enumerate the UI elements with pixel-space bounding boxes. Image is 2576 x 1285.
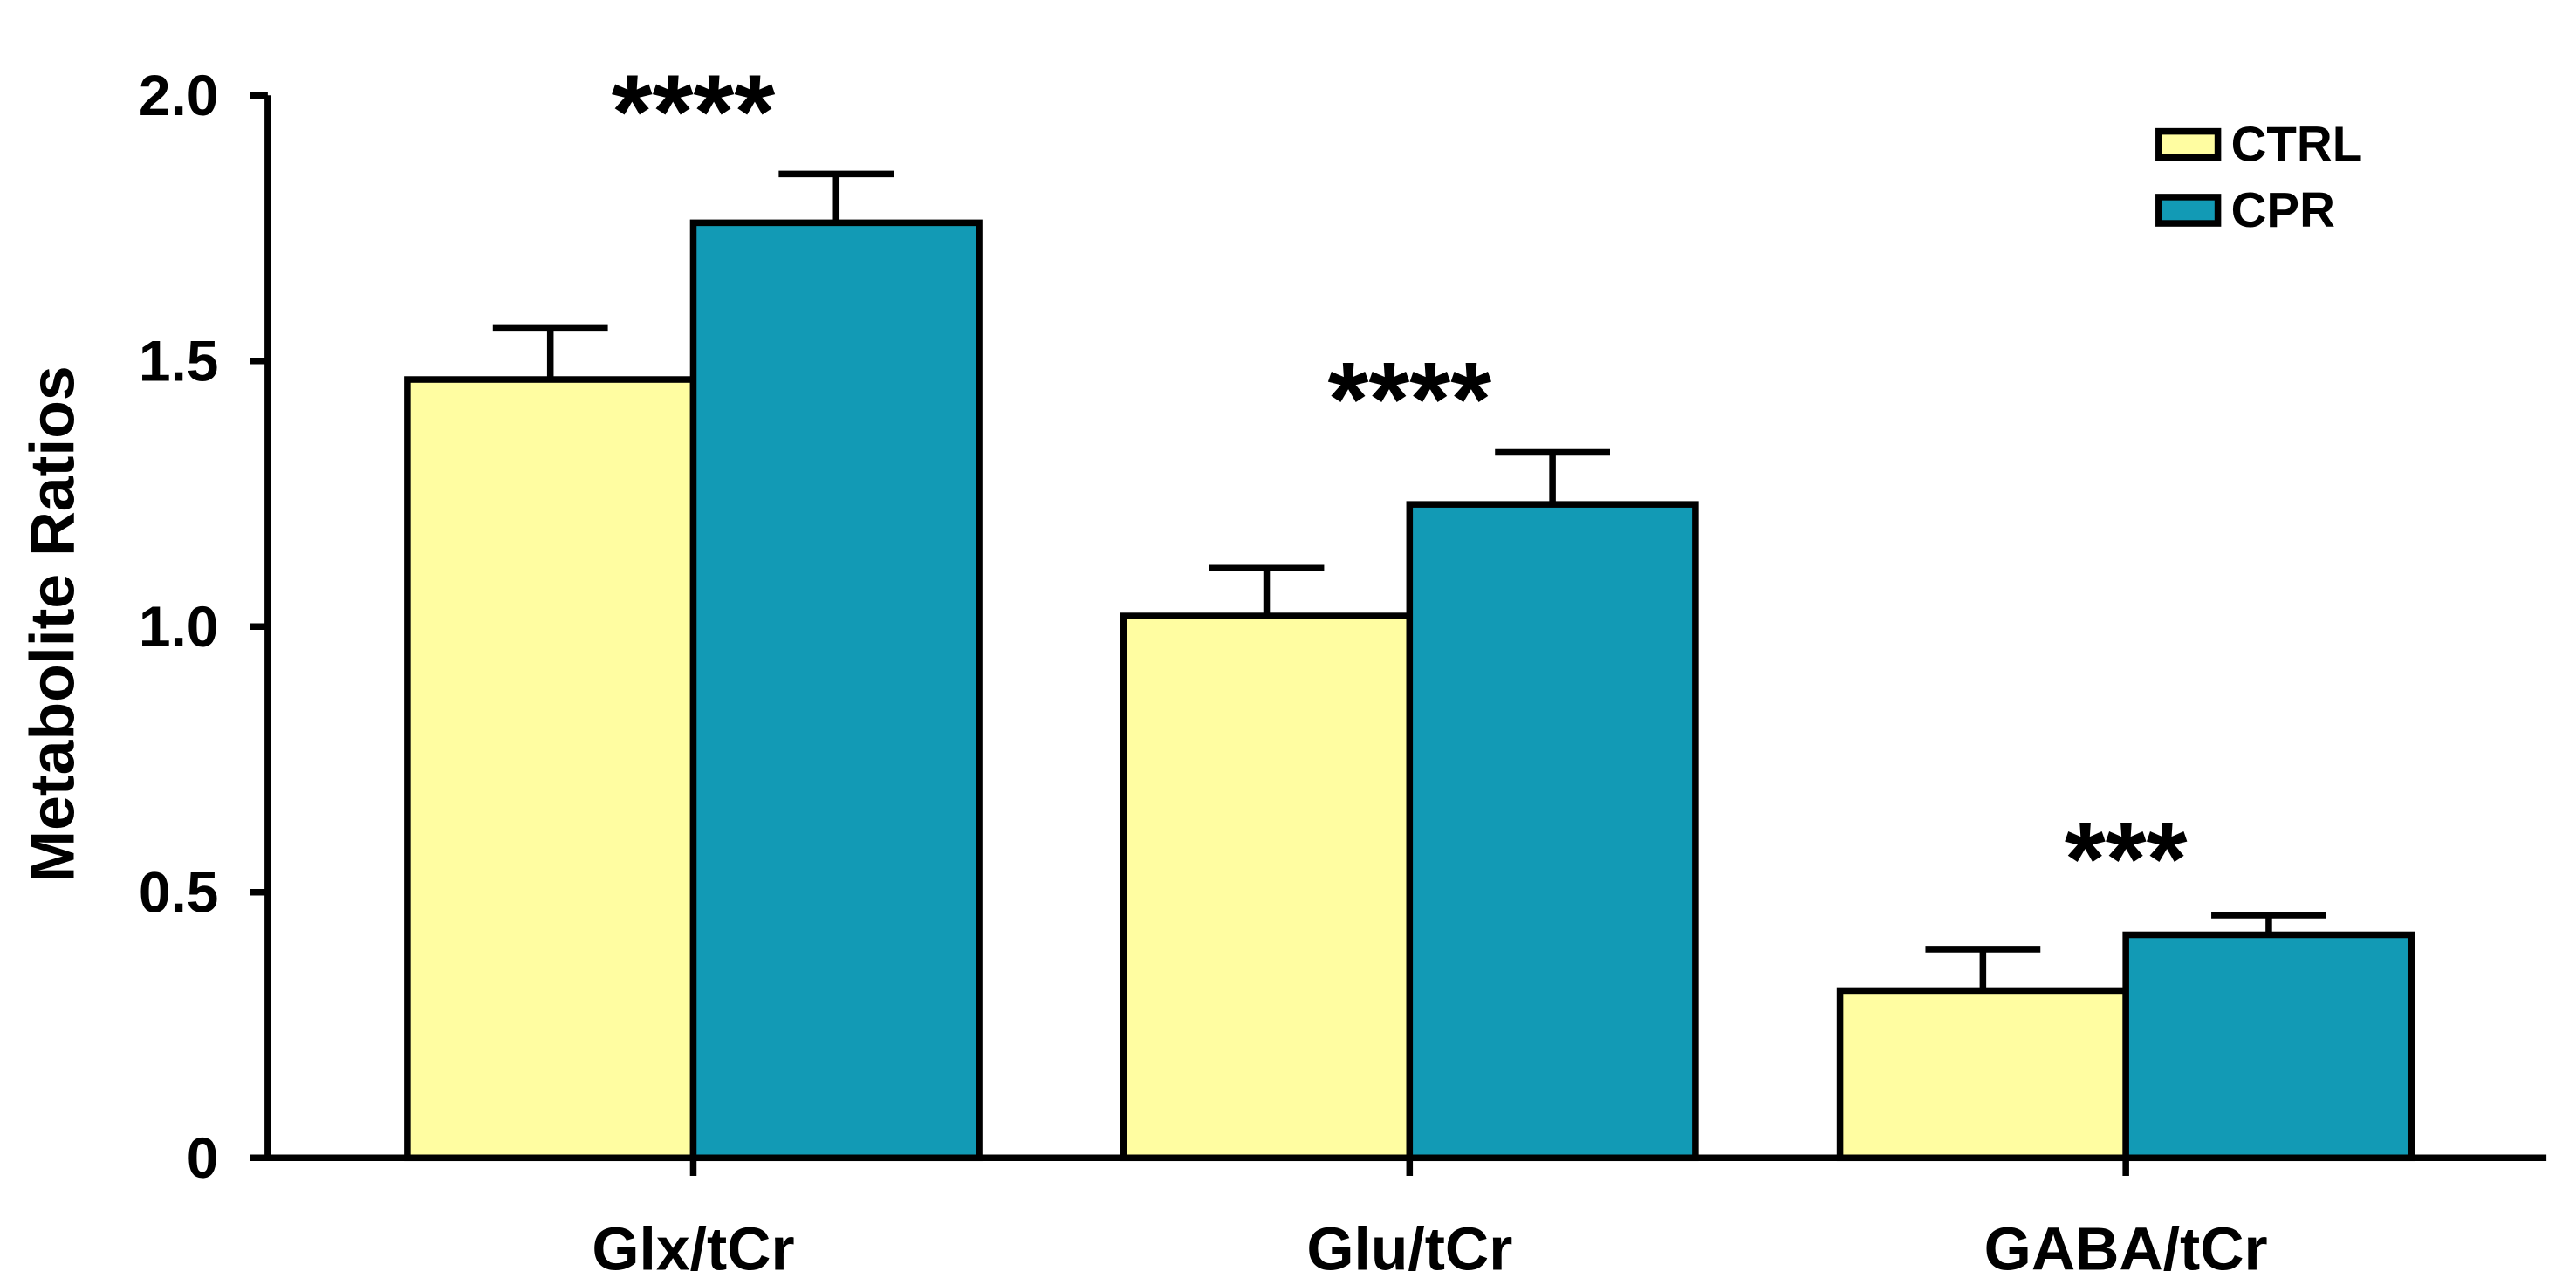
- y-tick-label: 0.5: [139, 859, 219, 924]
- legend-swatch-cpr: [2155, 194, 2222, 227]
- y-tick-label: 1.5: [139, 328, 219, 393]
- significance-annotation: ***: [2065, 800, 2188, 918]
- y-tick-label: 0: [187, 1125, 219, 1190]
- y-axis-label: Metabolite Ratios: [18, 366, 88, 882]
- legend-label-ctrl: CTRL: [2231, 117, 2363, 172]
- significance-annotation: ****: [1328, 340, 1492, 458]
- y-tick-label: 2.0: [139, 63, 219, 127]
- y-tick-label: 1.0: [139, 594, 219, 659]
- bar-ctrl: [1120, 612, 1414, 1162]
- bar-cpr: [1406, 501, 1699, 1162]
- bar-cpr: [689, 219, 983, 1162]
- bar-ctrl: [1836, 987, 2129, 1162]
- legend-label-cpr: CPR: [2231, 182, 2335, 237]
- x-tick-label: GABA/tCr: [1984, 1214, 2268, 1282]
- significance-annotation: ****: [612, 52, 776, 170]
- legend-swatch-ctrl: [2155, 127, 2222, 161]
- x-tick-label: Glx/tCr: [592, 1214, 794, 1282]
- bar-ctrl: [404, 376, 697, 1162]
- bar-cpr: [2122, 931, 2415, 1162]
- x-tick-label: Glu/tCr: [1306, 1214, 1512, 1282]
